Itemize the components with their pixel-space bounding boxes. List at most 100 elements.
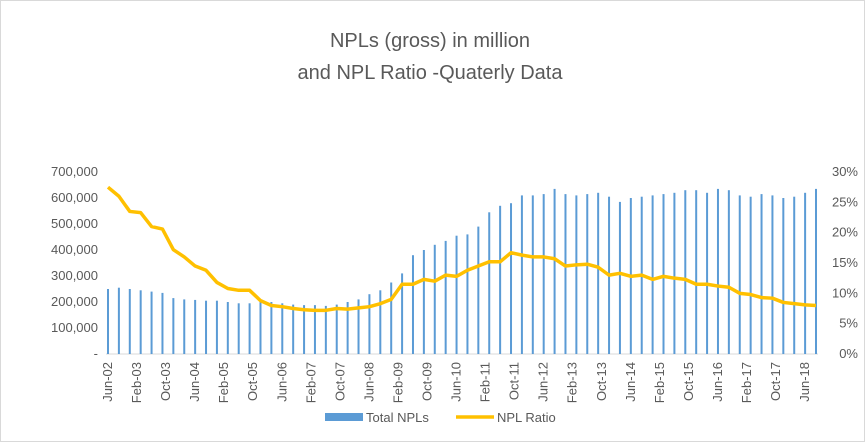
x-tick-label: Feb-13 xyxy=(565,362,580,403)
y-tick-label: - xyxy=(94,346,98,361)
legend-swatch xyxy=(325,413,363,421)
bar xyxy=(172,298,175,354)
x-tick-label: Feb-03 xyxy=(129,362,144,403)
bar xyxy=(194,299,197,354)
y-tick-label: 500,000 xyxy=(51,216,98,231)
bar xyxy=(575,195,578,354)
x-tick-label: Feb-05 xyxy=(216,362,231,403)
line xyxy=(106,185,817,313)
bar xyxy=(422,250,425,354)
x-tick-label: Oct-15 xyxy=(681,362,696,401)
x-tick-label: Jun-06 xyxy=(274,362,289,402)
bar xyxy=(488,212,491,354)
x-tick-label: Oct-03 xyxy=(158,362,173,401)
bar xyxy=(662,194,665,354)
x-tick-label: Jun-02 xyxy=(100,362,115,402)
bar xyxy=(433,244,436,354)
bar xyxy=(738,195,741,354)
legend-label: Total NPLs xyxy=(366,410,429,425)
bar xyxy=(793,196,796,354)
bar xyxy=(477,226,480,354)
y-tick-label: 600,000 xyxy=(51,190,98,205)
bar xyxy=(139,290,142,354)
chart-subtitle: and NPL Ratio -Quaterly Data xyxy=(298,62,564,84)
x-tick-label: Feb-15 xyxy=(652,362,667,403)
y2-tick-label: 10% xyxy=(832,285,858,300)
bar xyxy=(150,291,153,354)
bar xyxy=(804,192,807,354)
bar xyxy=(553,188,556,354)
bar xyxy=(368,294,371,354)
y2-tick-label: 20% xyxy=(832,225,858,240)
bar xyxy=(107,289,109,354)
x-tick-label: Feb-07 xyxy=(303,362,318,403)
bar xyxy=(706,192,709,354)
bar xyxy=(586,194,589,354)
bar xyxy=(205,300,208,354)
bar xyxy=(651,195,654,354)
x-tick-label: Jun-16 xyxy=(710,362,725,402)
bar xyxy=(716,188,719,354)
x-tick-label: Feb-09 xyxy=(390,362,405,403)
x-tick-label: Jun-14 xyxy=(623,362,638,402)
x-tick-label: Oct-17 xyxy=(768,362,783,401)
x-tick-label: Oct-11 xyxy=(507,362,522,400)
y-tick-label: 300,000 xyxy=(51,268,98,283)
bar xyxy=(520,195,523,354)
bar xyxy=(183,299,186,354)
x-tick-label: Oct-07 xyxy=(332,362,347,401)
bar xyxy=(727,190,730,354)
bar xyxy=(357,299,360,354)
y2-tick-label: 25% xyxy=(832,194,858,209)
y2-tick-label: 0% xyxy=(839,346,858,361)
x-tick-label: Feb-11 xyxy=(478,362,493,402)
x-tick-label: Feb-17 xyxy=(739,362,754,403)
bar xyxy=(444,240,447,354)
x-tick-label: Jun-12 xyxy=(536,362,551,402)
bar xyxy=(270,302,273,354)
y-tick-label: 700,000 xyxy=(51,164,98,179)
bar xyxy=(466,234,469,354)
bar xyxy=(510,203,513,354)
bar xyxy=(542,194,545,354)
bar xyxy=(237,303,240,354)
chart-title: NPLs (gross) in million xyxy=(330,30,530,52)
x-tick-label: Oct-13 xyxy=(594,362,609,401)
bar xyxy=(597,192,600,354)
x-tick-label: Jun-18 xyxy=(797,362,812,402)
y2-tick-label: 5% xyxy=(839,316,858,331)
bar xyxy=(292,304,295,354)
bar xyxy=(303,305,306,354)
bar xyxy=(684,190,687,354)
bar xyxy=(401,273,404,354)
x-tick-label: Oct-05 xyxy=(245,362,260,401)
bar xyxy=(335,304,338,354)
x-tick-label: Jun-04 xyxy=(187,362,202,402)
bar xyxy=(379,290,382,354)
bar xyxy=(259,302,262,354)
bar xyxy=(695,190,698,354)
bar xyxy=(128,289,131,354)
bar xyxy=(531,195,534,354)
y-tick-label: 400,000 xyxy=(51,242,98,257)
bar xyxy=(313,305,316,354)
bar xyxy=(618,201,621,354)
y2-tick-label: 15% xyxy=(832,255,858,270)
bar xyxy=(782,198,785,354)
bar xyxy=(673,192,676,354)
bar xyxy=(161,292,164,354)
y-tick-label: 200,000 xyxy=(51,294,98,309)
y-tick-label: 100,000 xyxy=(51,320,98,335)
bar xyxy=(226,302,229,354)
bar xyxy=(760,194,763,354)
bar xyxy=(281,303,284,354)
bar xyxy=(411,255,414,354)
bar xyxy=(324,305,327,354)
bar xyxy=(346,302,349,354)
x-tick-label: Jun-08 xyxy=(361,362,376,402)
bar xyxy=(248,303,251,354)
bar xyxy=(390,282,393,354)
bar xyxy=(455,235,458,354)
